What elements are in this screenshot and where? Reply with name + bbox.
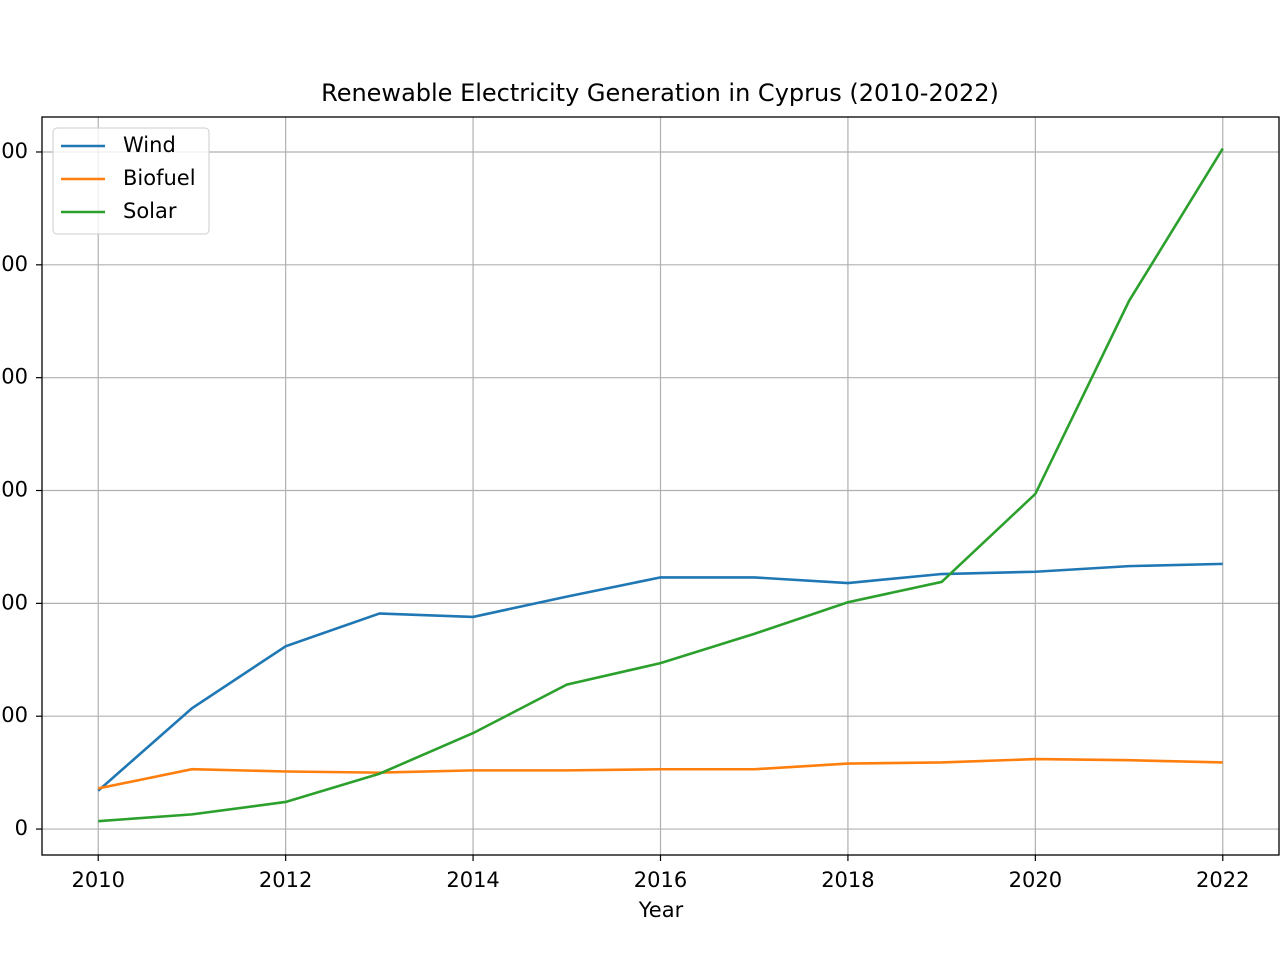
y-tick-label: 400 xyxy=(0,365,28,389)
x-tick-label: 2020 xyxy=(1009,868,1062,892)
x-tick-label: 2014 xyxy=(446,868,499,892)
y-tick-label: 300 xyxy=(0,478,28,502)
y-tick-label: 100 xyxy=(0,703,28,727)
legend-label: Wind xyxy=(123,133,176,157)
y-tick-label: 600 xyxy=(0,139,28,163)
data-line xyxy=(97,757,1223,790)
y-tick-label: 0 xyxy=(15,816,28,840)
x-tick-label: 2016 xyxy=(634,868,687,892)
y-tick-label: 500 xyxy=(0,252,28,276)
x-axis-label: Year xyxy=(638,898,684,922)
y-tick-label: 200 xyxy=(0,590,28,614)
chart-title: Renewable Electricity Generation in Cypr… xyxy=(321,79,999,107)
x-tick-label: 2012 xyxy=(259,868,312,892)
data-line xyxy=(97,562,1223,792)
x-tick-label: 2022 xyxy=(1196,868,1249,892)
legend-label: Solar xyxy=(123,199,177,223)
data-line xyxy=(98,147,1224,823)
legend-label: Biofuel xyxy=(123,166,196,190)
plot-frame xyxy=(41,116,1280,856)
x-tick-label: 2010 xyxy=(72,868,125,892)
legend-box xyxy=(52,127,210,235)
x-tick-label: 2018 xyxy=(821,868,874,892)
